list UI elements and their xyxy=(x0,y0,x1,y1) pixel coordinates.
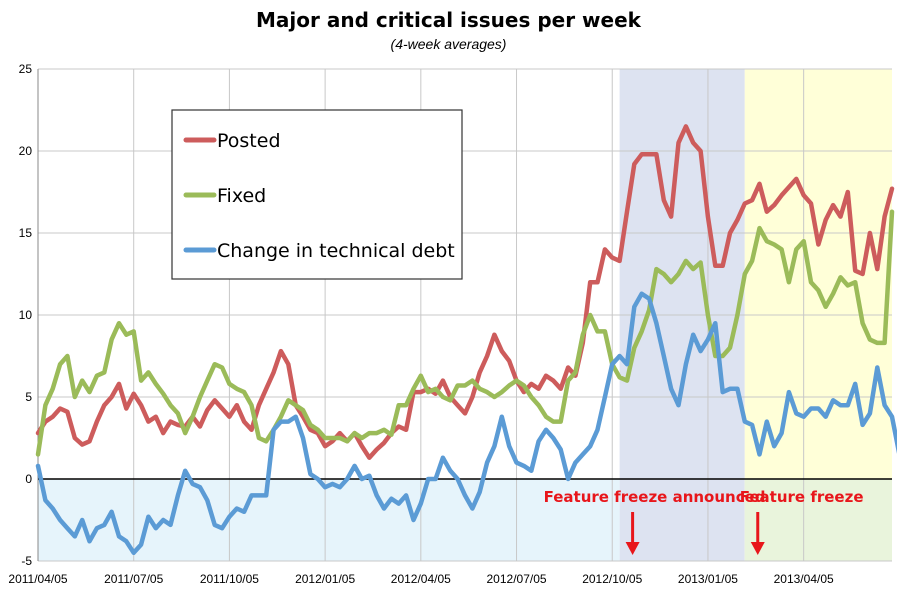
annotation-arrow-head xyxy=(750,542,765,555)
legend: Posted Fixed Change in technical debt xyxy=(171,109,463,280)
x-tick-label: 2012/01/05 xyxy=(295,572,355,586)
legend-box xyxy=(171,109,463,280)
x-tick-label: 2011/04/05 xyxy=(8,572,67,586)
x-tick-label: 2012/10/05 xyxy=(582,572,642,586)
x-tick-label: 2012/04/05 xyxy=(391,572,451,586)
y-tick-label: -5 xyxy=(21,554,32,568)
x-tick-label: 2013/04/05 xyxy=(774,572,834,586)
y-tick-label: 10 xyxy=(19,308,33,322)
x-tick-label: 2011/07/05 xyxy=(104,572,163,586)
chart-subtitle: (4-week averages) xyxy=(390,36,507,52)
shaded-region-3 xyxy=(744,479,892,561)
chart-title: Major and critical issues per week xyxy=(256,8,641,32)
y-tick-label: 0 xyxy=(25,472,32,486)
x-tick-label: 2011/10/05 xyxy=(200,572,259,586)
y-tick-label: 25 xyxy=(19,62,33,76)
x-tick-label: 2012/07/05 xyxy=(487,572,547,586)
annotation-arrow-head xyxy=(625,542,640,555)
legend-label: Change in technical debt xyxy=(217,240,455,262)
legend-label: Fixed xyxy=(217,185,266,207)
shaded-region-2 xyxy=(38,479,620,561)
x-tick-label: 2013/01/05 xyxy=(678,572,738,586)
legend-label: Posted xyxy=(217,130,281,152)
series-line-change-in-technical-debt xyxy=(35,291,897,556)
series-lines xyxy=(35,124,897,556)
y-tick-label: 5 xyxy=(25,390,32,404)
y-tick-label: 15 xyxy=(19,226,33,240)
y-tick-label: 20 xyxy=(19,144,33,158)
axes: -5 0 5 10 15 20 25 2011/04/05 2011/07/05 2011/10/… xyxy=(8,62,892,586)
series-line-fixed xyxy=(35,209,895,457)
annotation-label: Feature freeze xyxy=(740,488,864,506)
annotation-label: Feature freeze announced xyxy=(544,488,766,506)
